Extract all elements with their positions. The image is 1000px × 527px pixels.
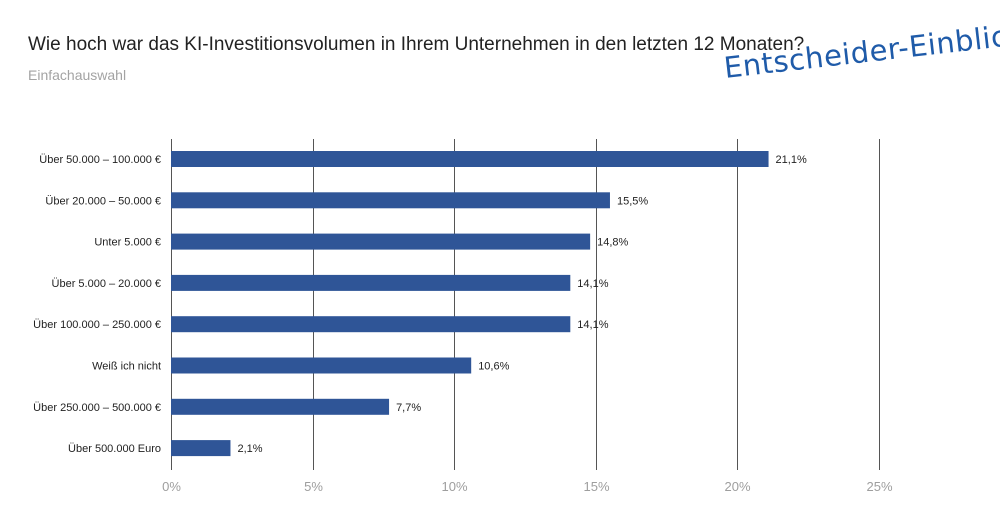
category-label: Über 250.000 – 500.000 € xyxy=(33,402,161,414)
question-title: Wie hoch war das KI-Investitionsvolumen … xyxy=(28,34,805,55)
category-label: Weiß ich nicht xyxy=(92,361,161,373)
bar xyxy=(171,440,231,457)
data-label: 14,1% xyxy=(577,319,608,331)
bar xyxy=(171,357,472,374)
gridlines xyxy=(171,139,880,470)
category-label: Über 50.000 – 100.000 € xyxy=(39,154,161,166)
bars xyxy=(171,151,769,457)
question-type-label: Einfachauswahl xyxy=(28,67,127,83)
x-tick-label: 15% xyxy=(583,479,609,494)
data-label: 10,6% xyxy=(478,361,509,373)
data-label: 14,1% xyxy=(577,278,608,290)
category-label: Über 500.000 Euro xyxy=(68,443,161,455)
category-label: Über 100.000 – 250.000 € xyxy=(33,319,161,331)
data-label: 14,8% xyxy=(597,237,628,249)
category-label: Über 5.000 – 20.000 € xyxy=(52,278,161,290)
value-labels: 21,1% 15,5% 14,8% 14,1% 14,1% 10,6% 7,7% 2,1% xyxy=(237,154,806,455)
category-label: Unter 5.000 € xyxy=(94,237,161,249)
category-label: Über 20.000 – 50.000 € xyxy=(45,195,161,207)
category-labels: Über 50.000 – 100.000 € Über 20.000 – 50.… xyxy=(33,154,161,455)
x-tick-label: 20% xyxy=(724,479,750,494)
x-tick-label: 0% xyxy=(162,479,181,494)
bar xyxy=(171,398,390,415)
bar xyxy=(171,316,571,333)
x-tick-label: 5% xyxy=(304,479,323,494)
data-label: 21,1% xyxy=(776,154,807,166)
data-label: 7,7% xyxy=(396,402,421,414)
x-tick-label: 10% xyxy=(441,479,467,494)
bar xyxy=(171,192,610,209)
bar xyxy=(171,151,769,167)
bar xyxy=(171,274,571,291)
bar xyxy=(171,233,591,250)
data-label: 2,1% xyxy=(237,443,262,455)
data-label: 15,5% xyxy=(617,195,648,207)
x-axis-tick-labels: 0% 5% 10% 15% 20% 25% xyxy=(162,479,893,494)
x-tick-label: 25% xyxy=(866,479,892,494)
